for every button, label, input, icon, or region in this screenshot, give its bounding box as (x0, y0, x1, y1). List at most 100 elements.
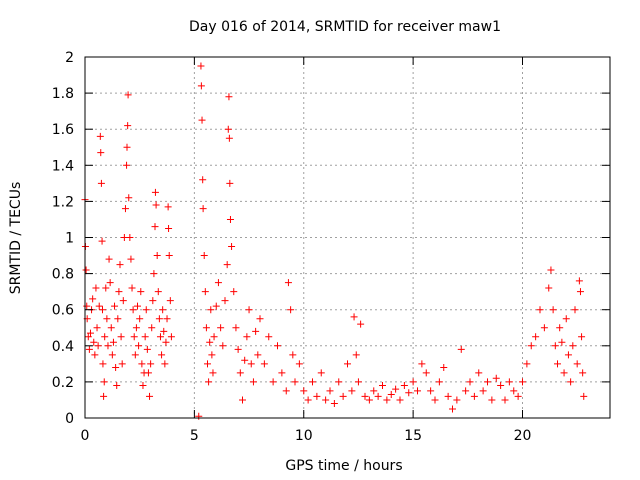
data-point (573, 360, 581, 368)
data-point (278, 369, 286, 377)
data-point (479, 387, 487, 395)
data-point (162, 338, 170, 346)
chart-title: Day 016 of 2014, SRMTID for receiver maw… (189, 19, 501, 35)
y-tick-label: 1.2 (52, 194, 74, 210)
data-point (223, 261, 231, 269)
data-point (118, 360, 126, 368)
data-point (304, 396, 312, 404)
data-point (96, 132, 104, 140)
data-point (95, 302, 103, 310)
data-point (484, 378, 491, 386)
data-point (567, 378, 575, 386)
data-point (198, 116, 206, 124)
data-point (291, 378, 299, 386)
data-point (556, 324, 564, 332)
data-point (200, 252, 208, 260)
data-point (392, 385, 400, 393)
data-point (383, 396, 391, 404)
data-point (575, 277, 583, 285)
x-tick-label: 15 (404, 428, 422, 444)
data-point (99, 360, 107, 368)
data-point (153, 252, 161, 260)
data-point (125, 194, 133, 202)
data-point (146, 392, 154, 400)
data-point (400, 382, 408, 390)
data-point (199, 205, 207, 213)
data-point (143, 345, 151, 353)
data-point (151, 188, 159, 196)
data-point (245, 306, 253, 314)
data-point (165, 252, 173, 260)
data-point (161, 360, 169, 368)
data-point (111, 302, 119, 310)
data-point (131, 351, 139, 359)
data-point (124, 122, 132, 130)
data-point (497, 382, 505, 390)
data-point (578, 333, 586, 341)
data-point (148, 324, 156, 332)
data-point (551, 342, 559, 350)
data-point (201, 288, 209, 296)
data-point (322, 396, 330, 404)
data-point (166, 297, 174, 305)
data-point (155, 315, 163, 323)
data-point (225, 134, 233, 142)
data-point (159, 306, 167, 314)
data-point (361, 392, 369, 400)
data-point (195, 412, 203, 420)
data-point (83, 302, 91, 310)
data-point (167, 333, 175, 341)
data-point (514, 392, 522, 400)
data-point (208, 351, 216, 359)
data-point (91, 351, 99, 359)
data-point (243, 333, 251, 341)
y-tick-label: 0.4 (52, 339, 74, 355)
data-point (206, 338, 214, 346)
data-point (422, 369, 430, 377)
data-point (564, 351, 572, 359)
data-point (230, 288, 238, 296)
data-point (135, 342, 143, 350)
data-point (214, 279, 222, 287)
data-point (274, 342, 281, 350)
data-point (232, 324, 240, 332)
data-point (121, 205, 129, 213)
y-tick-label: 1.4 (52, 158, 74, 174)
data-point (130, 333, 138, 341)
data-point (90, 338, 98, 346)
data-point (112, 363, 120, 371)
data-point (139, 382, 147, 390)
y-tick-label: 1.8 (52, 86, 74, 102)
y-tick-label: 0.8 (52, 267, 74, 283)
data-point (82, 266, 90, 274)
data-point (123, 161, 131, 169)
y-tick-label: 0.2 (52, 375, 74, 391)
axis-ticks: 00.20.40.60.811.21.41.61.820 5 10 15 20 (52, 50, 610, 444)
data-point (134, 302, 141, 310)
data-point (396, 396, 404, 404)
data-point (545, 284, 553, 292)
y-tick-label: 1.6 (52, 122, 74, 138)
data-point (309, 378, 316, 386)
data-point (224, 125, 232, 133)
y-tick-label: 2 (65, 50, 74, 66)
data-point (107, 324, 115, 332)
data-point (151, 223, 159, 231)
data-point (470, 392, 478, 400)
data-point (536, 306, 544, 314)
data-point (409, 378, 417, 386)
data-point (199, 176, 207, 184)
data-point (523, 360, 531, 368)
data-point (335, 378, 343, 386)
data-point (104, 342, 112, 350)
data-point (431, 396, 439, 404)
data-point (289, 351, 297, 359)
data-point (141, 333, 149, 341)
data-point (569, 342, 577, 350)
data-point (466, 378, 474, 386)
data-point (252, 327, 260, 335)
data-point (207, 306, 215, 314)
data-point (108, 351, 116, 359)
x-tick-label: 20 (514, 428, 532, 444)
